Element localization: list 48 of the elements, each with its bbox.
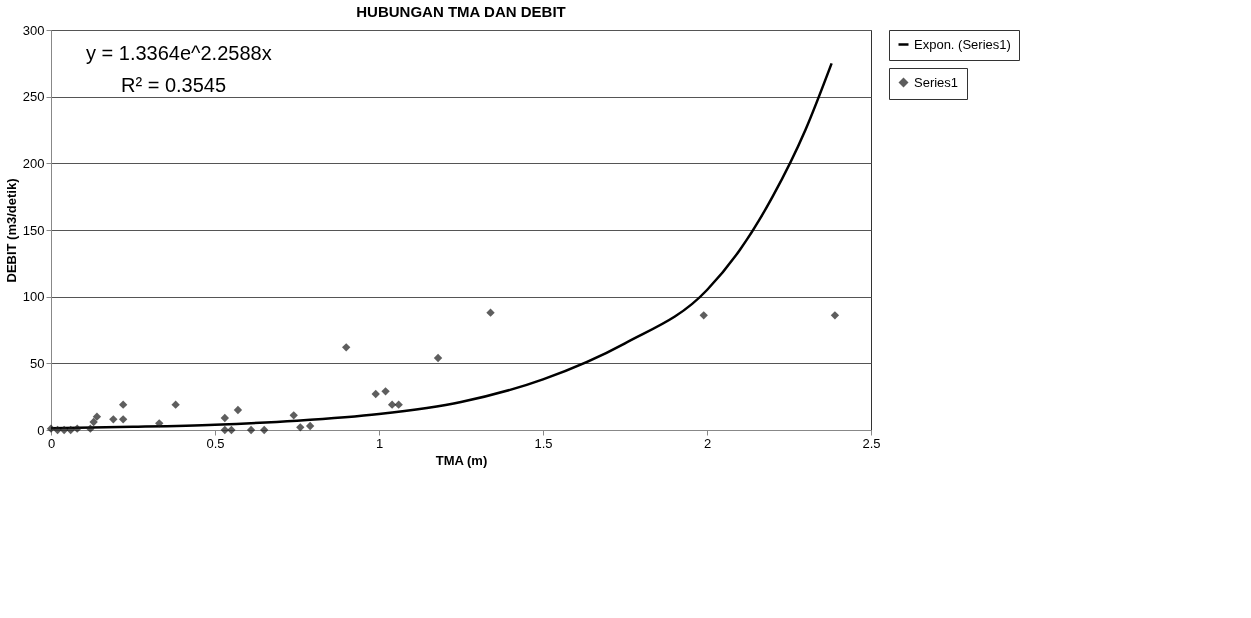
annotation: R² = 0.3545 <box>121 74 227 96</box>
x-tick-label: 2 <box>703 435 712 451</box>
point <box>118 400 128 409</box>
point <box>296 423 305 432</box>
point <box>305 421 315 431</box>
point <box>220 413 230 423</box>
y-axis-title: DEBIT (m3/detik) <box>3 178 19 283</box>
legend-label: Expon. (Series1) <box>914 36 1011 52</box>
point <box>118 415 128 424</box>
legend-label: Series1 <box>914 74 959 90</box>
point <box>699 311 708 320</box>
y-tick-label: 50 <box>30 355 45 371</box>
y-tick-label: 300 <box>22 22 45 38</box>
point <box>86 424 95 433</box>
point <box>371 389 380 399</box>
point <box>92 412 102 421</box>
x-tick-label: 0 <box>47 435 56 451</box>
point <box>155 419 164 428</box>
x-tick-label: 1 <box>375 435 384 451</box>
point <box>394 400 403 409</box>
point <box>171 400 180 409</box>
point <box>381 387 390 396</box>
point <box>289 411 298 420</box>
y-tick-label: 100 <box>22 289 45 305</box>
point <box>830 311 840 320</box>
point <box>73 424 82 433</box>
y-tick-label: 150 <box>22 222 45 238</box>
point <box>59 425 69 435</box>
x-tick-label: 0.5 <box>206 435 225 451</box>
point <box>89 417 98 427</box>
point <box>227 425 236 435</box>
x-axis-title: TMA (m) <box>435 452 488 468</box>
x-tick-label: 2.5 <box>862 435 881 451</box>
point <box>342 343 351 352</box>
chart-title: HUBUNGAN TMA DAN DEBIT <box>356 3 566 20</box>
annotation: y = 1.3364e^2.2588x <box>86 42 272 64</box>
point <box>109 415 118 424</box>
point <box>486 308 495 317</box>
point <box>233 405 243 415</box>
y-tick-label: 0 <box>37 422 45 438</box>
point <box>66 425 75 435</box>
y-tick-label: 200 <box>22 155 45 171</box>
point <box>260 425 269 435</box>
point <box>220 425 230 435</box>
x-tick-label: 1.5 <box>534 435 553 451</box>
point <box>246 425 256 435</box>
point <box>433 353 443 363</box>
y-tick-label: 250 <box>22 89 45 105</box>
